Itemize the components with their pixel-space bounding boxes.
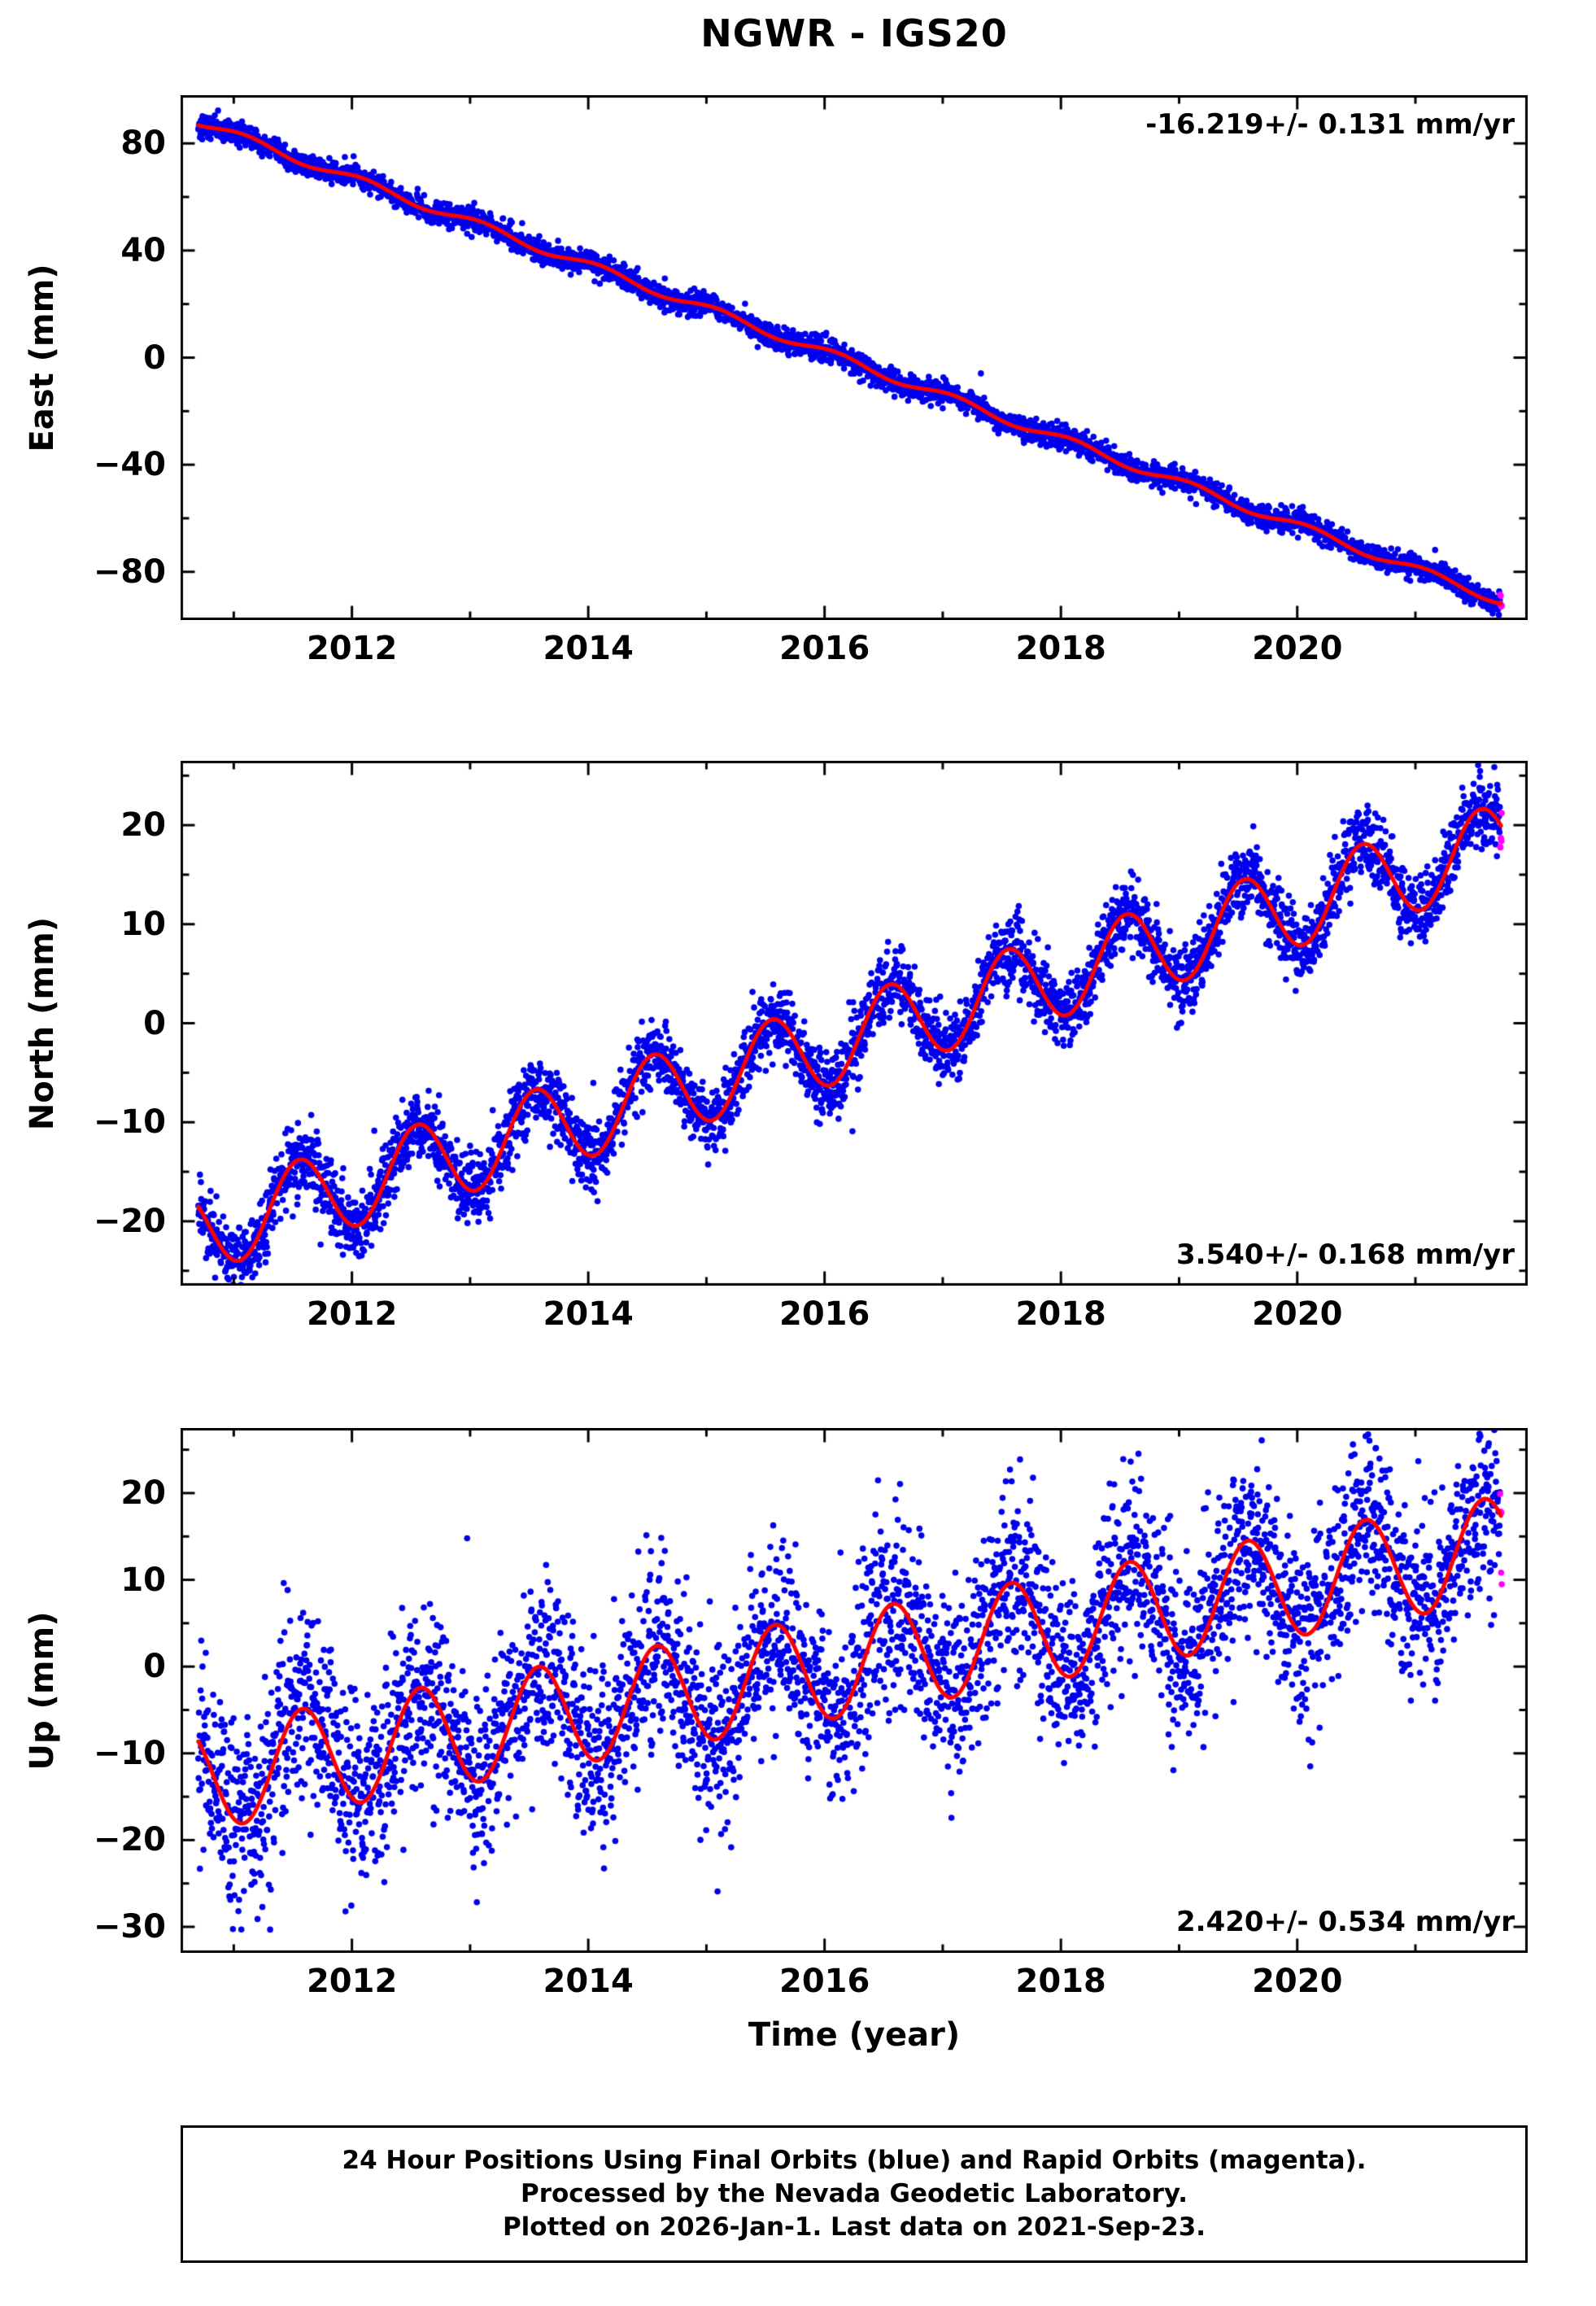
up-panel: [181, 1428, 1528, 1953]
east-xtick-label-2014: 2014: [543, 630, 634, 667]
east-ytick-label--40: −40: [93, 446, 166, 484]
east-xtick-label-2012: 2012: [306, 630, 398, 667]
north-ytick-label-20: 20: [120, 806, 166, 845]
up-ytick-label-20: 20: [120, 1474, 166, 1512]
north-axis-label: North (mm): [24, 916, 61, 1130]
east-panel: [181, 95, 1528, 620]
north-xtick-label-2018: 2018: [1015, 1295, 1106, 1333]
up-ytick-label--30: −30: [93, 1908, 166, 1946]
north-ytick-label-10: 10: [120, 905, 166, 943]
up-xtick-label-2014: 2014: [543, 1963, 634, 2000]
up-ytick-label--20: −20: [93, 1821, 166, 1859]
up-plot-canvas: [181, 1428, 1528, 1953]
east-ytick-label-80: 80: [120, 124, 166, 163]
east-ytick-label-0: 0: [143, 338, 166, 377]
up-ytick-label-0: 0: [143, 1648, 166, 1686]
north-xtick-label-2012: 2012: [306, 1295, 398, 1333]
north-xtick-label-2014: 2014: [543, 1295, 634, 1333]
footer-line-1: 24 Hour Positions Using Final Orbits (bl…: [342, 2146, 1367, 2175]
east-xtick-label-2016: 2016: [779, 630, 870, 667]
north-xtick-label-2016: 2016: [779, 1295, 870, 1333]
up-rate-annotation: 2.420+/- 0.534 mm/yr: [1176, 1906, 1515, 1938]
north-ytick-label--20: −20: [93, 1202, 166, 1240]
footer-line-2: Processed by the Nevada Geodetic Laborat…: [520, 2179, 1188, 2208]
chart-title: NGWR - IGS20: [700, 11, 1008, 55]
east-xtick-label-2018: 2018: [1015, 630, 1106, 667]
up-ytick-label--10: −10: [93, 1734, 166, 1772]
north-ytick-label--10: −10: [93, 1103, 166, 1142]
north-panel: [181, 761, 1528, 1286]
footer-box: 24 Hour Positions Using Final Orbits (bl…: [181, 2125, 1528, 2263]
north-ytick-label-0: 0: [143, 1004, 166, 1042]
up-xtick-label-2016: 2016: [779, 1963, 870, 2000]
x-axis-label: Time (year): [748, 2016, 961, 2054]
north-xtick-label-2020: 2020: [1252, 1295, 1343, 1333]
north-plot-canvas: [181, 761, 1528, 1286]
east-ytick-label-40: 40: [120, 231, 166, 269]
up-xtick-label-2020: 2020: [1252, 1963, 1343, 2000]
east-plot-canvas: [181, 95, 1528, 620]
east-xtick-label-2020: 2020: [1252, 630, 1343, 667]
footer-line-3: Plotted on 2026-Jan-1. Last data on 2021…: [502, 2212, 1206, 2242]
east-axis-label: East (mm): [24, 263, 61, 452]
up-xtick-label-2018: 2018: [1015, 1963, 1106, 2000]
up-ytick-label-10: 10: [120, 1561, 166, 1599]
up-axis-label: Up (mm): [24, 1611, 61, 1770]
up-xtick-label-2012: 2012: [306, 1963, 398, 2000]
east-rate-annotation: -16.219+/- 0.131 mm/yr: [1145, 108, 1515, 141]
east-ytick-label--80: −80: [93, 552, 166, 591]
north-rate-annotation: 3.540+/- 0.168 mm/yr: [1176, 1238, 1515, 1271]
